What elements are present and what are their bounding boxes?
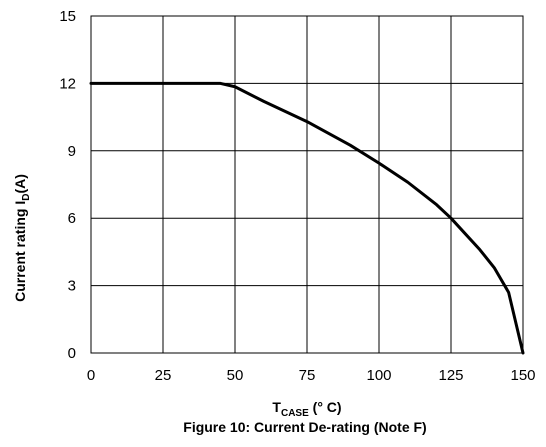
y-axis-title: Current rating ID(A) <box>12 174 32 302</box>
x-tick-label-75: 75 <box>299 367 316 384</box>
y-axis-title-main: Current rating I <box>12 201 28 302</box>
x-tick-label-125: 125 <box>438 367 463 384</box>
x-axis-title-subscript: CASE <box>281 408 309 419</box>
series-layer <box>89 81 525 355</box>
y-tick-label-12: 12 <box>59 75 76 92</box>
grid <box>91 16 523 353</box>
figure-caption: Figure 10: Current De-rating (Note F) <box>183 419 426 435</box>
x-tick-label-50: 50 <box>227 367 244 384</box>
y-tick-label-6: 6 <box>68 210 76 227</box>
x-tick-label-0: 0 <box>87 367 95 384</box>
y-tick-label-0: 0 <box>68 345 76 362</box>
y-tick-label-15: 15 <box>59 8 76 25</box>
plot-area-border <box>90 15 524 354</box>
x-tick-label-100: 100 <box>366 367 391 384</box>
plot-border <box>90 15 524 354</box>
y-axis-tick-labels: 0 3 6 9 12 15 <box>59 8 76 362</box>
y-axis-title-subscript: D <box>21 194 32 201</box>
y-axis-title-rest: (A) <box>12 174 28 193</box>
x-axis-title: TCASE (° C) <box>272 399 341 419</box>
x-axis-tick-labels: 0 25 50 75 100 125 150 <box>87 367 536 384</box>
series-line-0 <box>89 81 525 355</box>
x-tick-label-25: 25 <box>155 367 172 384</box>
x-axis-title-rest: (° C) <box>309 399 342 415</box>
y-tick-label-9: 9 <box>68 143 76 160</box>
x-tick-label-150: 150 <box>510 367 535 384</box>
y-tick-label-3: 3 <box>68 278 76 295</box>
x-axis-title-main: T <box>272 399 281 415</box>
